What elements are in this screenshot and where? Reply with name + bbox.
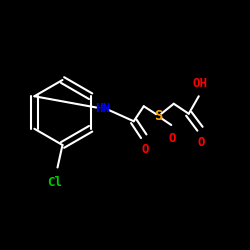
Text: O: O <box>198 136 205 149</box>
Text: S: S <box>154 109 163 123</box>
Text: Cl: Cl <box>48 176 62 189</box>
Text: O: O <box>169 132 176 145</box>
Text: O: O <box>141 143 149 156</box>
Text: HN: HN <box>95 102 110 115</box>
Text: OH: OH <box>192 77 208 90</box>
